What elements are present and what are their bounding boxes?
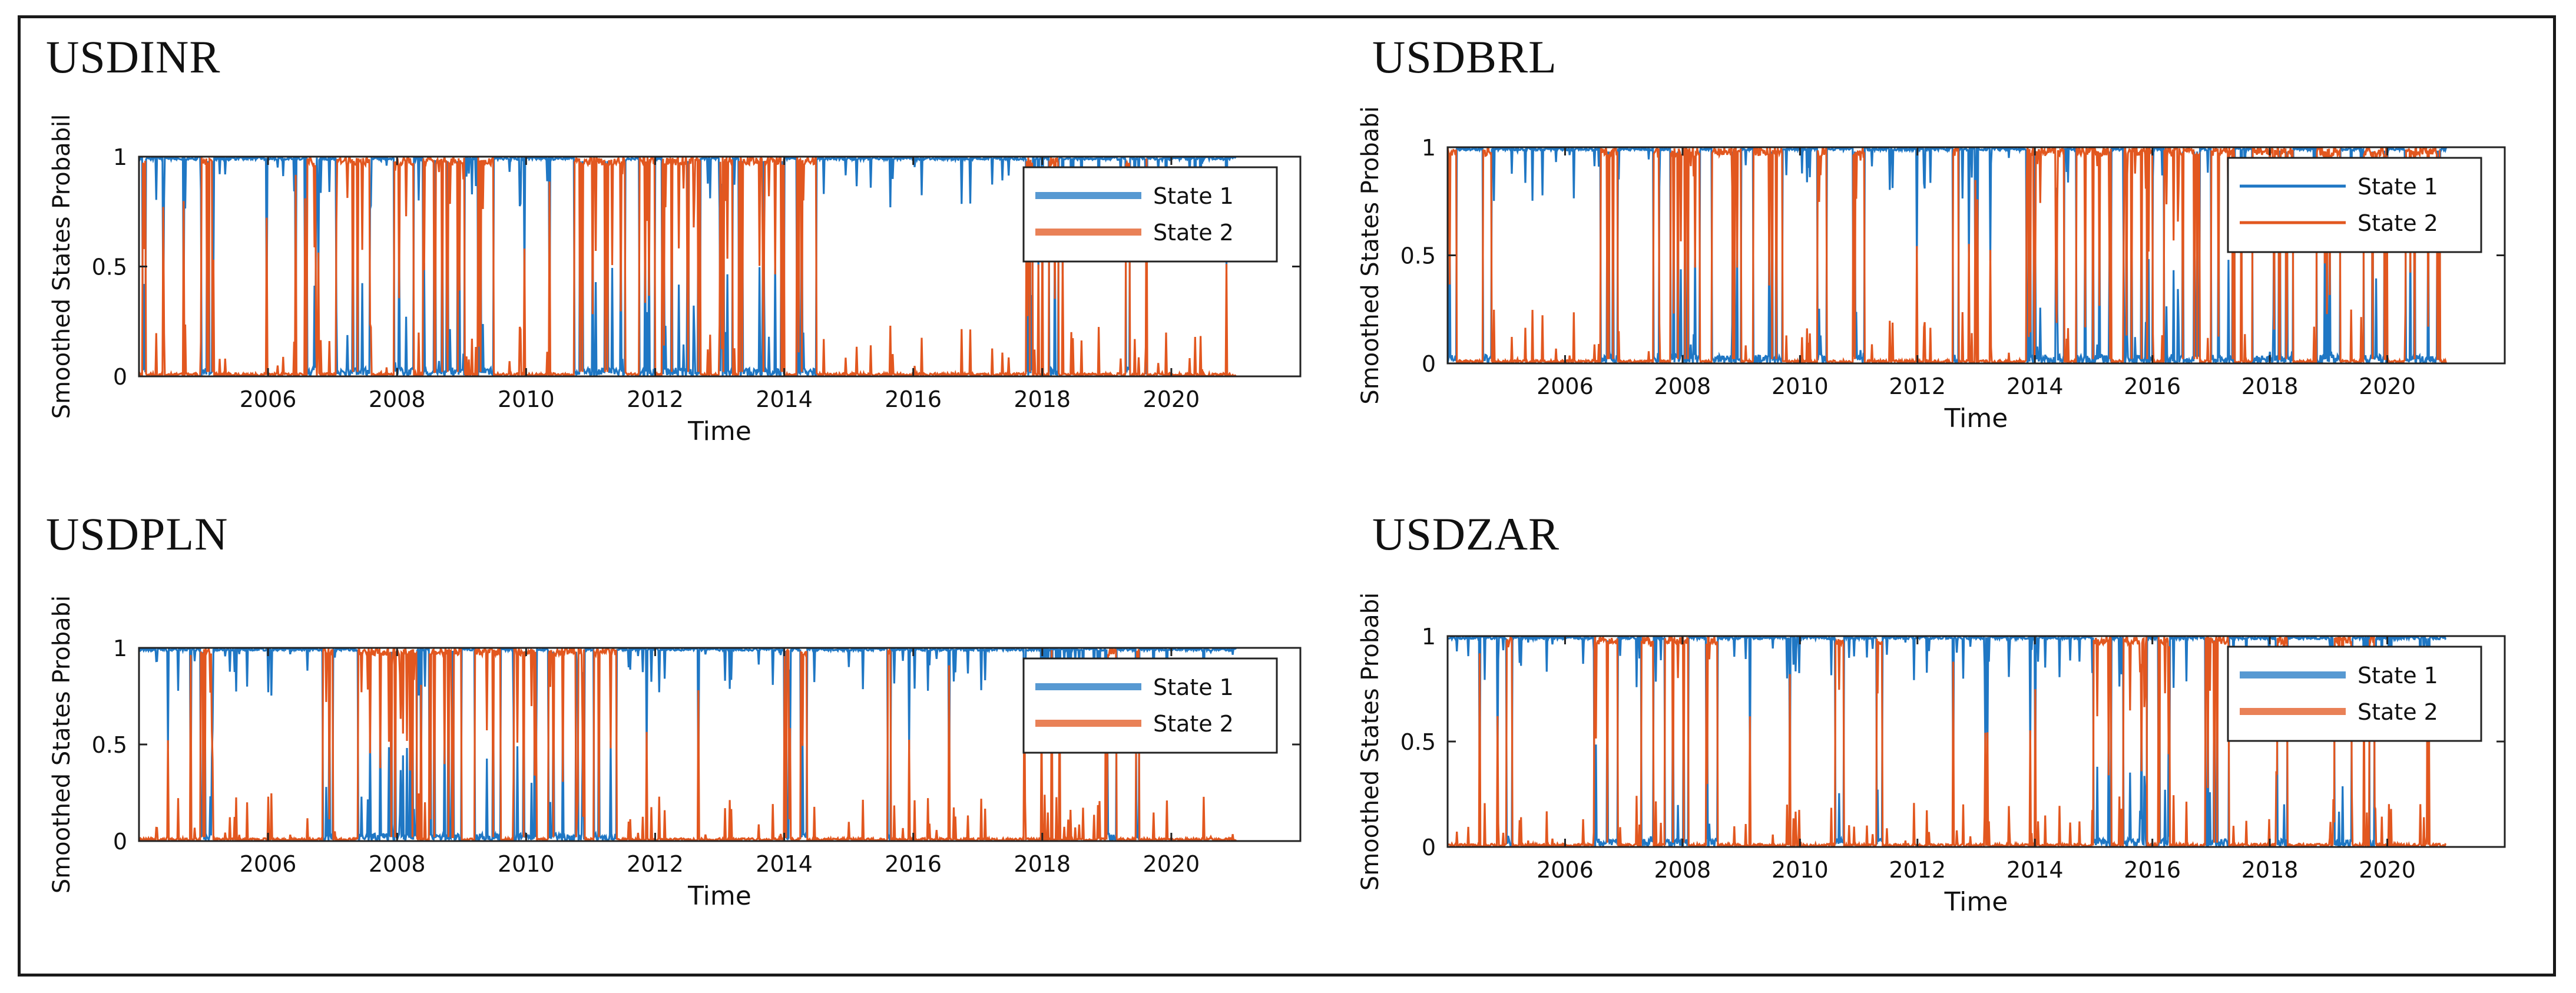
x-tick-label: 2012 — [1889, 857, 1946, 883]
x-tick-label: 2018 — [1014, 851, 1071, 877]
x-tick-label: 2018 — [1014, 386, 1071, 412]
x-tick-label: 2014 — [2007, 857, 2064, 883]
series-state-2 — [1448, 636, 2447, 847]
x-tick-label: 2006 — [1537, 857, 1594, 883]
x-axis-label: Time — [687, 881, 751, 911]
y-tick-label: 1 — [1422, 624, 1436, 650]
y-tick-label: 1 — [1422, 135, 1436, 161]
y-axis-label: Smoothed States Probabi — [48, 595, 75, 893]
legend-label-state-1: State 1 — [1153, 183, 1234, 209]
x-axis-label: Time — [687, 416, 751, 446]
x-axis-label: Time — [1944, 403, 2008, 433]
series-state-2 — [1448, 147, 2447, 363]
chart-usdbrl: 0 0.5 1 2006 2008 2010 2012 2014 2016 2018 2020 Tim… — [1357, 106, 2506, 433]
x-tick-label: 2006 — [240, 386, 297, 412]
y-tick-label: 0.5 — [92, 254, 127, 280]
y-axis-label: Smoothed States Probabil — [48, 114, 75, 419]
y-tick-label: 0 — [1422, 835, 1436, 860]
panel-title-usdzar: USDZAR — [1372, 508, 1560, 560]
panel-title-usdpln: USDPLN — [46, 508, 229, 560]
y-tick-label: 0 — [113, 364, 127, 390]
x-tick-label: 2014 — [2007, 373, 2064, 399]
legend: State 1 State 2 — [1022, 657, 1278, 754]
y-tick-label: 0.5 — [92, 732, 127, 758]
x-tick-label: 2008 — [369, 386, 426, 412]
x-tick-label: 2006 — [1537, 373, 1594, 399]
y-tick-label: 0 — [113, 829, 127, 855]
y-tick-label: 1 — [113, 635, 127, 661]
y-axis-label: Smoothed States Probabi — [1357, 106, 1384, 404]
y-tick-label: 0 — [1422, 351, 1436, 377]
x-tick-label: 2016 — [2124, 373, 2181, 399]
legend-label-state-2: State 2 — [1153, 220, 1234, 246]
chart-usdpln: 0 0.5 1 2006 2008 2010 2012 2014 2016 2018 2020 Tim… — [48, 595, 1302, 911]
legend-label-state-2: State 2 — [2358, 210, 2438, 236]
x-tick-label: 2010 — [498, 851, 555, 877]
y-axis-label: Smoothed States Probabi — [1357, 593, 1384, 891]
series-state-2 — [139, 648, 1237, 841]
y-tick-label: 1 — [113, 144, 127, 170]
x-tick-label: 2012 — [627, 386, 684, 412]
x-tick-label: 2020 — [1143, 386, 1200, 412]
x-tick-label: 2010 — [1772, 373, 1829, 399]
series-state-1 — [139, 648, 1237, 841]
legend-box — [1022, 657, 1278, 754]
legend-label-state-1: State 1 — [1153, 674, 1234, 700]
series-state-1 — [1448, 636, 2447, 847]
x-tick-label: 2018 — [2241, 373, 2299, 399]
x-tick-label: 2016 — [885, 851, 942, 877]
x-tick-label: 2020 — [2359, 373, 2416, 399]
x-tick-label: 2008 — [369, 851, 426, 877]
chart-usdzar: 0 0.5 1 2006 2008 2010 2012 2014 2016 2018 2020 Tim… — [1357, 593, 2506, 917]
x-tick-label: 2012 — [627, 851, 684, 877]
chart-usdinr: 0 0.5 1 2006 2008 2010 2012 2014 2016 2018 2020 Tim… — [48, 114, 1302, 446]
legend-box — [2227, 646, 2482, 742]
x-tick-label: 2012 — [1889, 373, 1946, 399]
x-tick-label: 2014 — [756, 851, 813, 877]
x-tick-label: 2018 — [2241, 857, 2299, 883]
legend: State 1 State 2 — [2227, 157, 2482, 253]
x-tick-label: 2020 — [1143, 851, 1200, 877]
x-tick-label: 2010 — [498, 386, 555, 412]
legend-label-state-2: State 2 — [1153, 711, 1234, 737]
x-tick-label: 2008 — [1654, 857, 1711, 883]
x-tick-label: 2016 — [2124, 857, 2181, 883]
legend-box — [1022, 166, 1278, 263]
x-axis-label: Time — [1944, 887, 2008, 917]
series-state-1 — [1448, 147, 2447, 363]
x-tick-label: 2020 — [2359, 857, 2416, 883]
y-tick-label: 0.5 — [1400, 243, 1436, 269]
legend-label-state-1: State 1 — [2358, 174, 2438, 200]
x-tick-label: 2016 — [885, 386, 942, 412]
y-tick-label: 0.5 — [1400, 729, 1436, 755]
x-tick-label: 2006 — [240, 851, 297, 877]
x-tick-label: 2014 — [756, 386, 813, 412]
x-tick-label: 2010 — [1772, 857, 1829, 883]
legend-label-state-1: State 1 — [2358, 663, 2438, 689]
legend-box — [2227, 157, 2482, 253]
series-state-2 — [139, 157, 1237, 376]
panel-title-usdbrl: USDBRL — [1372, 31, 1557, 82]
legend: State 1 State 2 — [1022, 166, 1278, 263]
panel-title-usdinr: USDINR — [46, 31, 221, 82]
legend-label-state-2: State 2 — [2358, 699, 2438, 725]
legend: State 1 State 2 — [2227, 646, 2482, 742]
x-tick-label: 2008 — [1654, 373, 1711, 399]
